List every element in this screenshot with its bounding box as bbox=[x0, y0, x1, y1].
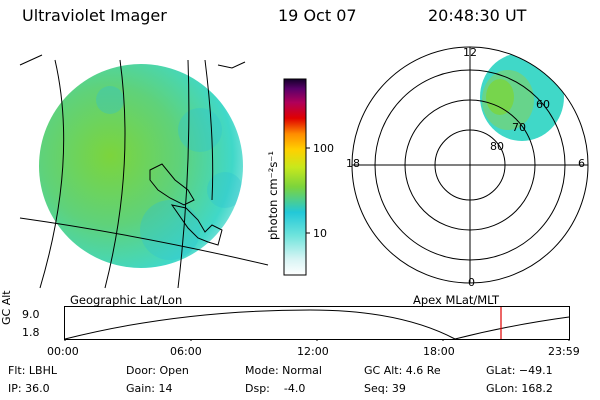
time-tick: 00:00 bbox=[47, 345, 79, 358]
ip-info: IP: 36.0 bbox=[8, 382, 50, 395]
glat-info: GLat: −49.1 bbox=[486, 364, 553, 377]
colorbar-unit-label: photon cm⁻²s⁻¹ bbox=[266, 151, 280, 240]
mlt-label-0: 0 bbox=[468, 276, 475, 289]
gain-info: Gain: 14 bbox=[126, 382, 173, 395]
altitude-plot bbox=[64, 306, 570, 341]
seq-info: Seq: 39 bbox=[364, 382, 406, 395]
lat-label-60: 60 bbox=[536, 98, 550, 111]
colorbar-tick-10: 10 bbox=[313, 227, 327, 240]
lat-label-70: 70 bbox=[512, 121, 526, 134]
time-label: 20:48:30 UT bbox=[428, 6, 527, 25]
colorbar-tick-100: 100 bbox=[313, 142, 334, 155]
meridian-line bbox=[104, 59, 126, 289]
globe-disc bbox=[39, 64, 243, 268]
time-tick: 12:00 bbox=[297, 345, 329, 358]
door-info: Door: Open bbox=[126, 364, 189, 377]
altitude-axis-label: GC Alt bbox=[0, 290, 13, 325]
filter-info: Flt: LBHL bbox=[8, 364, 57, 377]
glon-info: GLon: 168.2 bbox=[486, 382, 553, 395]
geographic-projection-label: Geographic Lat/Lon bbox=[70, 293, 183, 307]
lat-label-80: 80 bbox=[490, 140, 504, 153]
app-title: Ultraviolet Imager bbox=[22, 6, 167, 25]
coastline bbox=[19, 54, 43, 66]
mlt-label-12: 12 bbox=[463, 46, 477, 59]
coastline bbox=[217, 61, 246, 69]
parallel-line bbox=[19, 217, 269, 266]
time-tick: 06:00 bbox=[170, 345, 202, 358]
colorbar bbox=[283, 78, 310, 276]
altitude-tick-min: 1.8 bbox=[22, 326, 40, 339]
meridian-line bbox=[204, 59, 214, 201]
meridian-line bbox=[39, 59, 65, 289]
polar-plot bbox=[351, 46, 589, 284]
coastline bbox=[170, 204, 223, 246]
apex-projection-label: Apex MLat/MLT bbox=[413, 293, 500, 307]
gc-alt-info: GC Alt: 4.6 Re bbox=[364, 364, 441, 377]
altitude-tick-max: 9.0 bbox=[22, 308, 40, 321]
coastline bbox=[149, 163, 195, 206]
time-tick: 18:00 bbox=[423, 345, 455, 358]
date-label: 19 Oct 07 bbox=[278, 6, 357, 25]
altitude-curve bbox=[64, 309, 570, 340]
geographic-image bbox=[19, 54, 269, 289]
time-tick: 23:59 bbox=[548, 345, 580, 358]
meridian-line bbox=[177, 59, 190, 289]
mlt-label-18: 18 bbox=[346, 157, 360, 170]
mlt-label-6: 6 bbox=[578, 157, 585, 170]
mode-info: Mode: Normal bbox=[245, 364, 322, 377]
dsp-info: Dsp: -4.0 bbox=[245, 382, 306, 395]
